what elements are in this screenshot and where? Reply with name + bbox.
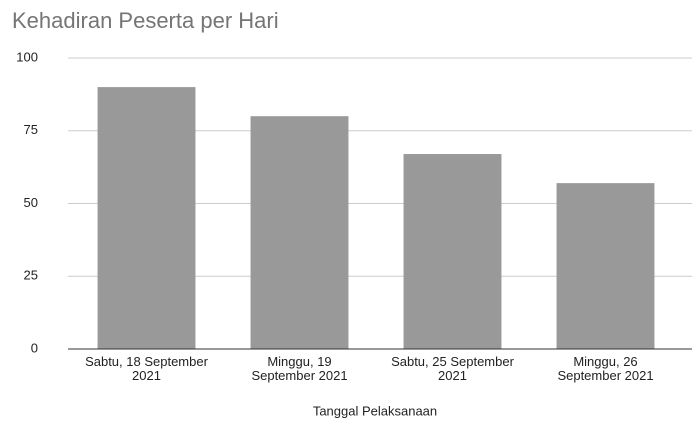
y-tick-label: 75	[24, 122, 38, 137]
x-tick-label: Sabtu, 18 September 2021	[85, 354, 208, 383]
x-tick-label: Minggu, 19 September 2021	[251, 354, 348, 383]
bar	[97, 87, 196, 349]
bar	[556, 183, 655, 349]
x-axis-title: Tanggal Pelaksanaan	[313, 403, 437, 418]
y-tick-label: 100	[16, 49, 38, 64]
bar	[250, 116, 349, 349]
bar	[403, 154, 502, 349]
x-tick-label: Sabtu, 25 September 2021	[391, 354, 514, 383]
y-tick-label: 25	[24, 268, 38, 283]
y-tick-label: 50	[24, 195, 38, 210]
x-tick-label: Minggu, 26 September 2021	[557, 354, 654, 383]
chart-title: Kehadiran Peserta per Hari	[12, 8, 279, 33]
y-tick-label: 0	[31, 340, 38, 355]
